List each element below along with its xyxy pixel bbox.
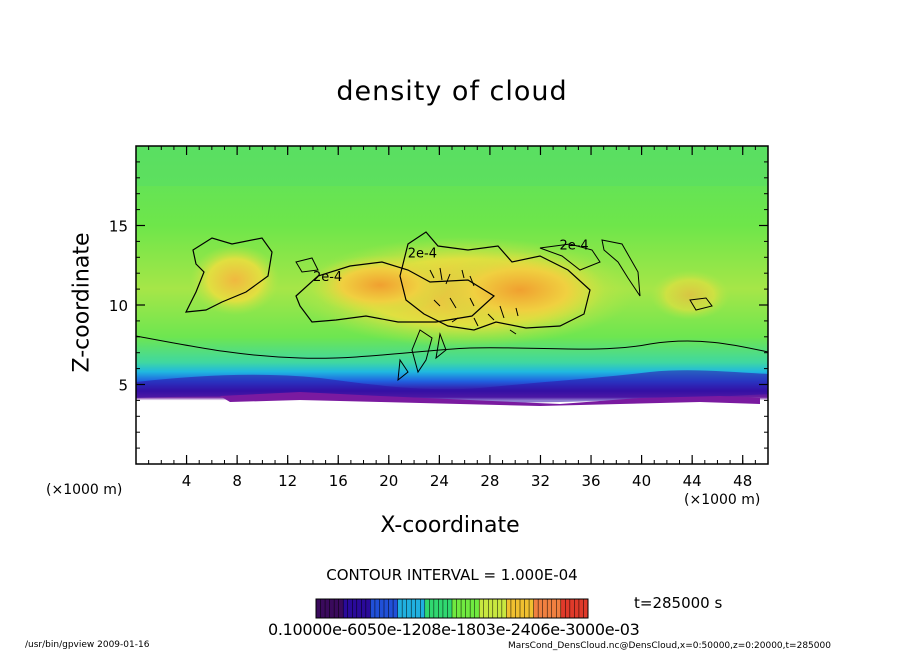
- colorbar-band: [338, 599, 344, 618]
- colorbar-band: [365, 599, 371, 618]
- chart-title: density of cloud: [336, 76, 568, 107]
- x-tick-label: 12: [278, 472, 297, 490]
- colorbar-band: [379, 599, 385, 618]
- colorbar-band: [506, 599, 512, 618]
- x-tick-label: 32: [531, 472, 550, 490]
- colorbar-band: [411, 599, 417, 618]
- colorbar-band: [529, 599, 535, 618]
- x-tick-label: 24: [430, 472, 449, 490]
- colorbar-band: [374, 599, 380, 618]
- contour-labels: 2e-4 2e-4 2e-4: [313, 238, 589, 285]
- colorbar-band: [393, 599, 399, 618]
- colorbar-band: [347, 599, 353, 618]
- colorbar-band: [325, 599, 331, 618]
- colorbar: [315, 599, 589, 618]
- x-tick-label: 48: [733, 472, 752, 490]
- contour-label: 2e-4: [408, 246, 437, 261]
- colorbar-band: [583, 599, 589, 618]
- x-tick-label: 28: [480, 472, 499, 490]
- time-label: t=285000 s: [634, 594, 723, 612]
- footer-left: /usr/bin/gpview 2009-01-16: [25, 640, 150, 650]
- colorbar-band: [578, 599, 584, 618]
- contour-interval: CONTOUR INTERVAL = 1.000E-04: [326, 566, 578, 584]
- colorbar-band: [542, 599, 548, 618]
- x-axis-unit: (×1000 m): [684, 492, 761, 508]
- colorbar-frame: [315, 598, 589, 619]
- y-axis-label: Z-coordinate: [69, 232, 95, 373]
- x-tick-label: 44: [683, 472, 702, 490]
- axis-ticks: [135, 145, 769, 465]
- colorbar-band: [483, 599, 489, 618]
- colorbar-band: [569, 599, 575, 618]
- colorbar-band: [547, 599, 553, 618]
- colorbar-band: [497, 599, 503, 618]
- colorbar-band: [533, 599, 539, 618]
- y-axis-unit: (×1000 m): [46, 482, 123, 498]
- y-tick-label: 15: [109, 218, 128, 236]
- footer-right: MarsCond_DensCloud.nc@DensCloud,x=0:5000…: [508, 641, 831, 651]
- colorbar-band: [429, 599, 435, 618]
- colorbar-band: [456, 599, 462, 618]
- colorbar-band: [461, 599, 467, 618]
- colorbar-band: [551, 599, 557, 618]
- colorbar-band: [560, 599, 566, 618]
- colorbar-band: [556, 599, 562, 618]
- colorbar-band: [361, 599, 367, 618]
- colorbar-band: [510, 599, 516, 618]
- colorbar-band: [438, 599, 444, 618]
- colorbar-band: [320, 599, 326, 618]
- colorbar-band: [316, 599, 322, 618]
- density-field: [135, 146, 769, 464]
- colorbar-band: [520, 599, 526, 618]
- colorbar-band: [524, 599, 530, 618]
- x-tick-label: 8: [232, 472, 242, 490]
- colorbar-band: [420, 599, 426, 618]
- colorbar-band: [474, 599, 480, 618]
- colorbar-band: [565, 599, 571, 618]
- colorbar-band: [447, 599, 453, 618]
- colorbar-band: [334, 599, 340, 618]
- colorbar-band: [424, 599, 430, 618]
- colorbar-band: [370, 599, 376, 618]
- x-tick-label: 36: [581, 472, 600, 490]
- colorbar-band: [488, 599, 494, 618]
- colorbar-band: [343, 599, 349, 618]
- colorbar-band: [442, 599, 448, 618]
- colorbar-band: [388, 599, 394, 618]
- colorbar-band: [433, 599, 439, 618]
- colorbar-band: [384, 599, 390, 618]
- colorbar-band: [479, 599, 485, 618]
- x-tick-label: 16: [329, 472, 348, 490]
- colorbar-band: [501, 599, 507, 618]
- contour-label: 2e-4: [313, 270, 342, 285]
- colorbar-band: [574, 599, 580, 618]
- colorbar-band: [470, 599, 476, 618]
- colorbar-band: [402, 599, 408, 618]
- colorbar-band: [492, 599, 498, 618]
- colorbar-band: [465, 599, 471, 618]
- contour-label: 2e-4: [559, 238, 588, 253]
- colorbar-band: [352, 599, 358, 618]
- colorbar-band: [452, 599, 458, 618]
- colorbar-band: [397, 599, 403, 618]
- x-tick-label: 40: [632, 472, 651, 490]
- colorbar-band: [356, 599, 362, 618]
- colorbar-band: [515, 599, 521, 618]
- colorbar-band: [329, 599, 335, 618]
- x-tick-label: 4: [182, 472, 192, 490]
- x-tick-label: 20: [379, 472, 398, 490]
- colorbar-band: [406, 599, 412, 618]
- y-tick-label: 10: [109, 297, 128, 315]
- x-axis-label: X-coordinate: [380, 513, 520, 538]
- colorbar-band: [538, 599, 544, 618]
- colorbar-band: [415, 599, 421, 618]
- y-tick-label: 5: [118, 377, 128, 395]
- colorbar-labels: 0.10000e-6050e-1208e-1803e-2406e-3000e-0…: [268, 620, 640, 639]
